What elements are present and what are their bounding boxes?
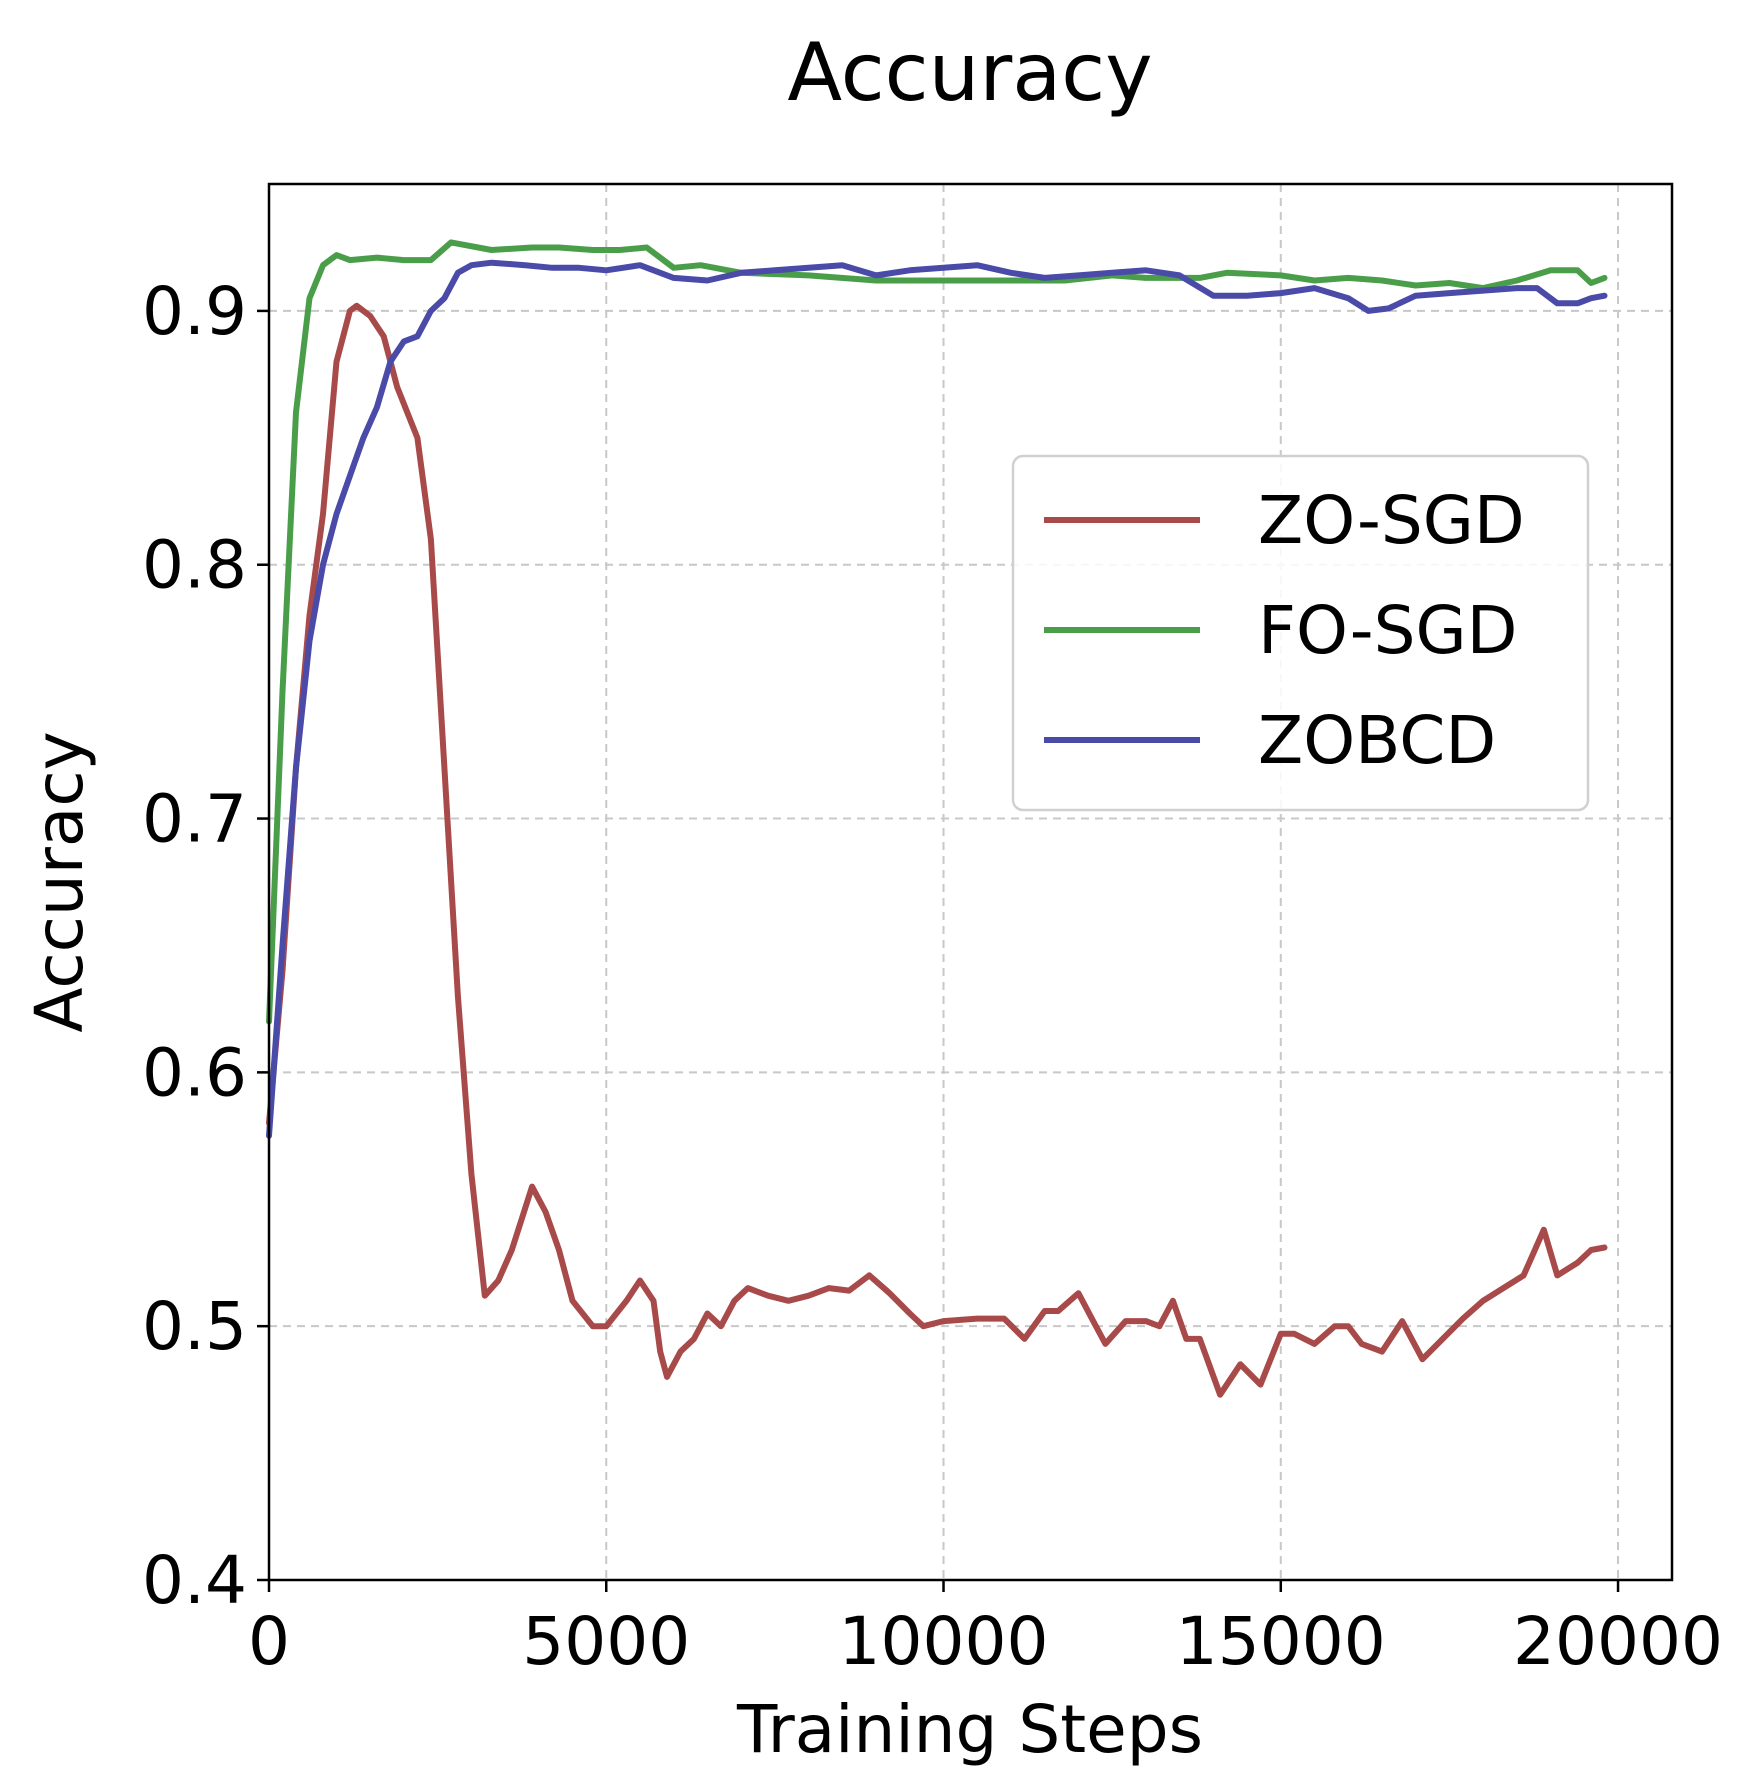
y-tick-label: 0.9 [142, 273, 247, 350]
y-tick-label: 0.8 [142, 527, 247, 604]
legend-label-zo-sgd: ZO-SGD [1258, 482, 1525, 559]
legend-box [1011, 454, 1590, 812]
chart-title: Accuracy [787, 26, 1152, 119]
x-axis-label: Training Steps [736, 1691, 1203, 1768]
y-tick-label: 0.7 [142, 781, 247, 858]
y-axis-ticks: 0.4 0.5 0.6 0.7 0.8 0.9 [142, 273, 269, 1619]
legend-label-fo-sgd: FO-SGD [1258, 592, 1517, 669]
x-tick-label: 10000 [839, 1603, 1049, 1680]
y-tick-label: 0.5 [142, 1288, 247, 1365]
plot-frame [267, 182, 1674, 1582]
x-tick-label: 0 [248, 1603, 290, 1680]
legend-items: ZO-SGD FO-SGD ZOBCD [1044, 482, 1525, 779]
series-line-fo-sgd [266, 239, 1608, 1025]
legend-label-zobcd: ZOBCD [1258, 702, 1496, 779]
x-tick-label: 15000 [1176, 1603, 1386, 1680]
y-tick-label: 0.4 [142, 1542, 247, 1619]
x-axis-ticks: 0 5000 10000 15000 20000 [248, 1580, 1723, 1680]
grid [269, 184, 1672, 1580]
series-line-zobcd [266, 259, 1608, 1139]
x-tick-label: 20000 [1513, 1603, 1723, 1680]
legend: ZO-SGD FO-SGD ZOBCD [1011, 454, 1590, 812]
series-lines [266, 239, 1608, 1398]
x-tick-label: 5000 [522, 1603, 690, 1680]
y-axis-label: Accuracy [21, 731, 98, 1032]
series-line-zo-sgd [266, 302, 1608, 1398]
y-tick-label: 0.6 [142, 1034, 247, 1111]
